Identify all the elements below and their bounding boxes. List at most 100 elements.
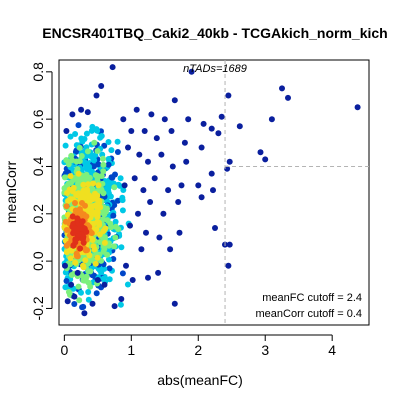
scatter-point bbox=[185, 116, 192, 123]
density-point bbox=[106, 276, 113, 283]
scatter-point bbox=[133, 106, 140, 113]
density-point bbox=[106, 265, 113, 272]
y-tick-label: 0.4 bbox=[30, 157, 46, 177]
density-point bbox=[80, 235, 86, 242]
scatter-point bbox=[74, 269, 81, 276]
density-point bbox=[77, 245, 84, 252]
density-point bbox=[111, 202, 118, 209]
scatter-point bbox=[171, 97, 178, 104]
scatter-point bbox=[158, 151, 165, 158]
scatter-point bbox=[71, 293, 78, 300]
scatter-point bbox=[167, 246, 174, 253]
density-point bbox=[90, 180, 97, 187]
density-point bbox=[105, 161, 112, 168]
density-point bbox=[100, 228, 107, 235]
scatter-point bbox=[153, 135, 160, 142]
scatter-point bbox=[148, 111, 155, 118]
density-point bbox=[119, 270, 126, 277]
scatter-point bbox=[143, 229, 149, 236]
density-point bbox=[105, 187, 112, 194]
scatter-point bbox=[212, 225, 218, 231]
x-tick-label: 0 bbox=[60, 342, 68, 358]
scatter-point bbox=[125, 144, 131, 151]
scatter-point bbox=[118, 296, 125, 302]
density-point bbox=[117, 301, 124, 308]
x-tick-label: 3 bbox=[261, 342, 269, 358]
density-point bbox=[67, 261, 74, 268]
density-point bbox=[63, 278, 70, 284]
scatter-point bbox=[285, 94, 291, 101]
density-point bbox=[81, 277, 88, 284]
scatter-point bbox=[198, 144, 205, 151]
density-point bbox=[65, 197, 72, 204]
scatter-point bbox=[64, 298, 71, 305]
density-point bbox=[114, 197, 121, 204]
scatter-point bbox=[226, 158, 233, 165]
scatter-point bbox=[127, 222, 133, 229]
density-point bbox=[72, 131, 79, 137]
scatter-point bbox=[123, 262, 129, 269]
scatter-point bbox=[218, 113, 225, 120]
density-point bbox=[84, 188, 90, 195]
density-point bbox=[85, 193, 92, 200]
density-point bbox=[80, 264, 87, 271]
density-point bbox=[68, 152, 75, 159]
density-point bbox=[89, 236, 96, 243]
density-point bbox=[119, 207, 126, 214]
density-point bbox=[100, 168, 107, 175]
scatter-point bbox=[141, 128, 148, 134]
scatter-point bbox=[161, 116, 168, 123]
density-point bbox=[83, 228, 90, 235]
density-point bbox=[87, 153, 94, 159]
density-point bbox=[67, 255, 74, 262]
scatter-point bbox=[183, 158, 190, 165]
meanfc-cutoff-label: meanFC cutoff = 2.4 bbox=[262, 292, 362, 304]
cutoff-lines bbox=[224, 60, 369, 325]
y-tick-label: 0.6 bbox=[30, 109, 46, 129]
density-point bbox=[107, 220, 114, 227]
scatter-point bbox=[131, 175, 138, 182]
scatter-point bbox=[175, 199, 182, 205]
scatter-point bbox=[89, 300, 96, 307]
density-point bbox=[100, 155, 106, 162]
density-point bbox=[116, 182, 123, 189]
density-point bbox=[82, 257, 89, 264]
density-point bbox=[95, 161, 102, 168]
density-point bbox=[67, 173, 74, 180]
scatter-point bbox=[145, 274, 151, 281]
density-point bbox=[79, 304, 86, 311]
density-point bbox=[87, 268, 94, 275]
scatter-point bbox=[128, 128, 135, 134]
scatter-point bbox=[156, 234, 163, 241]
density-point bbox=[110, 212, 117, 219]
density-point bbox=[75, 190, 82, 197]
scatter-point bbox=[78, 106, 85, 113]
density-point bbox=[82, 247, 89, 254]
density-point bbox=[105, 156, 112, 162]
density-point bbox=[79, 218, 86, 225]
density-point bbox=[91, 139, 98, 146]
scatter-point bbox=[111, 303, 118, 310]
scatter-point bbox=[208, 125, 215, 132]
density-point bbox=[95, 182, 102, 189]
density-point bbox=[71, 301, 78, 307]
density-point bbox=[100, 161, 107, 168]
density-point bbox=[68, 272, 75, 278]
density-point bbox=[85, 296, 92, 303]
scatter-point bbox=[68, 281, 75, 288]
scatter-point bbox=[210, 187, 216, 194]
scatter-point bbox=[145, 158, 151, 165]
scatter-point bbox=[69, 111, 76, 118]
scatter-point bbox=[279, 85, 285, 92]
density-point bbox=[75, 170, 82, 177]
density-point bbox=[74, 216, 81, 223]
density-point bbox=[62, 142, 69, 149]
density-point bbox=[90, 220, 97, 227]
density-point bbox=[76, 158, 83, 165]
density-point bbox=[104, 181, 111, 188]
scatter-point bbox=[262, 156, 269, 163]
y-tick-label: 0.0 bbox=[30, 251, 46, 271]
density-point bbox=[119, 197, 126, 204]
density-point bbox=[108, 147, 115, 154]
density-point bbox=[85, 279, 92, 286]
